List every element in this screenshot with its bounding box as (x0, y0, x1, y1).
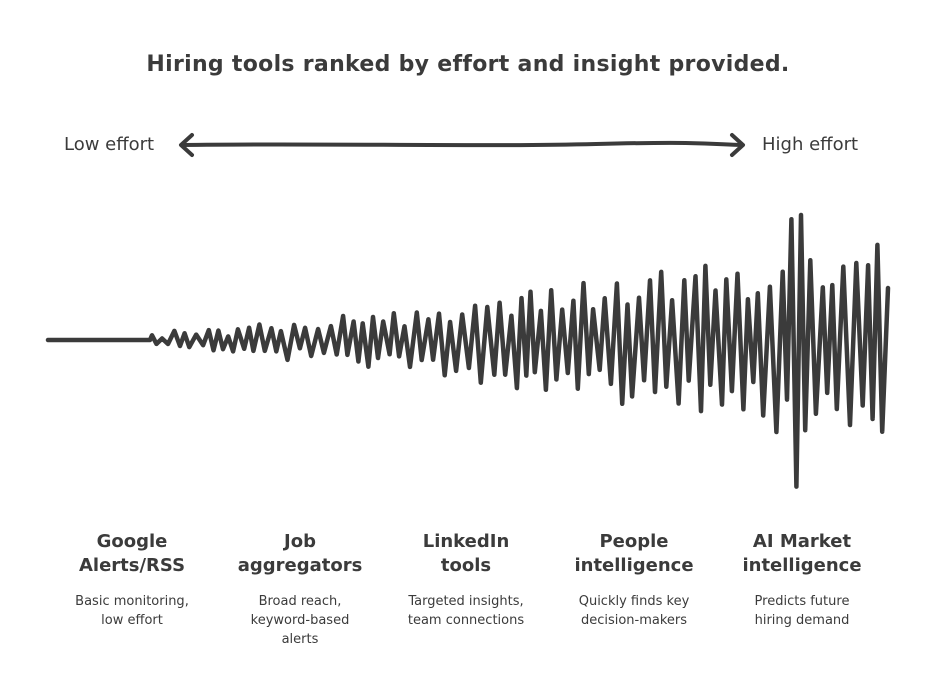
arrow-head-left (179, 133, 194, 157)
effort-scale-arrow (179, 133, 745, 157)
stage-title: Job aggregators (237, 531, 363, 576)
stage-google-alerts: Google Alerts/RSS Basic monitoring, low … (52, 530, 212, 630)
stage-title: Google Alerts/RSS (78, 531, 186, 576)
stage-description: Basic monitoring, low effort (75, 594, 189, 628)
waveform-line (45, 212, 891, 489)
stage-title: AI Market intelligence (742, 531, 862, 576)
stage-description: Broad reach, keyword-based alerts (250, 594, 350, 647)
arrow-shaft (180, 140, 744, 148)
effort-waveform (45, 212, 891, 489)
stage-title: LinkedIn tools (422, 531, 510, 576)
arrow-head-right (730, 133, 745, 157)
stage-title: People intelligence (574, 531, 694, 576)
diagram-title: Hiring tools ranked by effort and insigh… (146, 52, 790, 77)
stage-job-aggregators: Job aggregators Broad reach, keyword-bas… (220, 530, 380, 649)
stage-description: Predicts future hiring demand (754, 594, 850, 628)
stage-ai-market-intelligence: AI Market intelligence Predicts future h… (722, 530, 882, 630)
high-effort-label: High effort (762, 134, 859, 155)
stage-people-intelligence: People intelligence Quickly finds key de… (554, 530, 714, 630)
stage-linkedin-tools: LinkedIn tools Targeted insights, team c… (386, 530, 546, 630)
low-effort-label: Low effort (64, 134, 155, 155)
stage-description: Targeted insights, team connections (407, 594, 525, 628)
stage-description: Quickly finds key decision-makers (578, 594, 690, 628)
